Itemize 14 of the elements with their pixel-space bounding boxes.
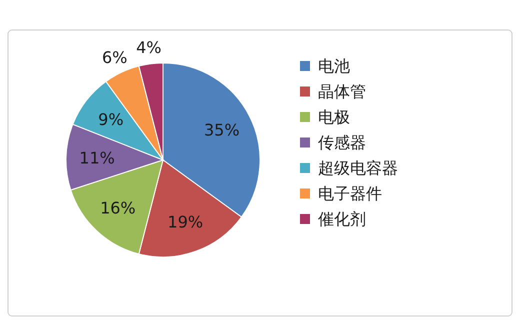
legend-label: 晶体管 <box>318 82 366 101</box>
data-label: 19% <box>168 212 204 232</box>
legend-label: 电子器件 <box>318 184 382 203</box>
data-label: 4% <box>136 38 162 57</box>
data-label: 16% <box>100 198 136 218</box>
data-label: 35% <box>204 120 240 140</box>
legend-label: 超级电容器 <box>318 158 398 178</box>
data-label: 11% <box>79 148 115 168</box>
legend-label: 传感器 <box>318 133 366 152</box>
legend-label: 电池 <box>318 56 350 76</box>
legend-label: 电极 <box>318 108 350 126</box>
legend-label: 催化剂 <box>318 210 366 228</box>
data-label: 6% <box>102 48 128 67</box>
data-label: 9% <box>98 110 124 130</box>
